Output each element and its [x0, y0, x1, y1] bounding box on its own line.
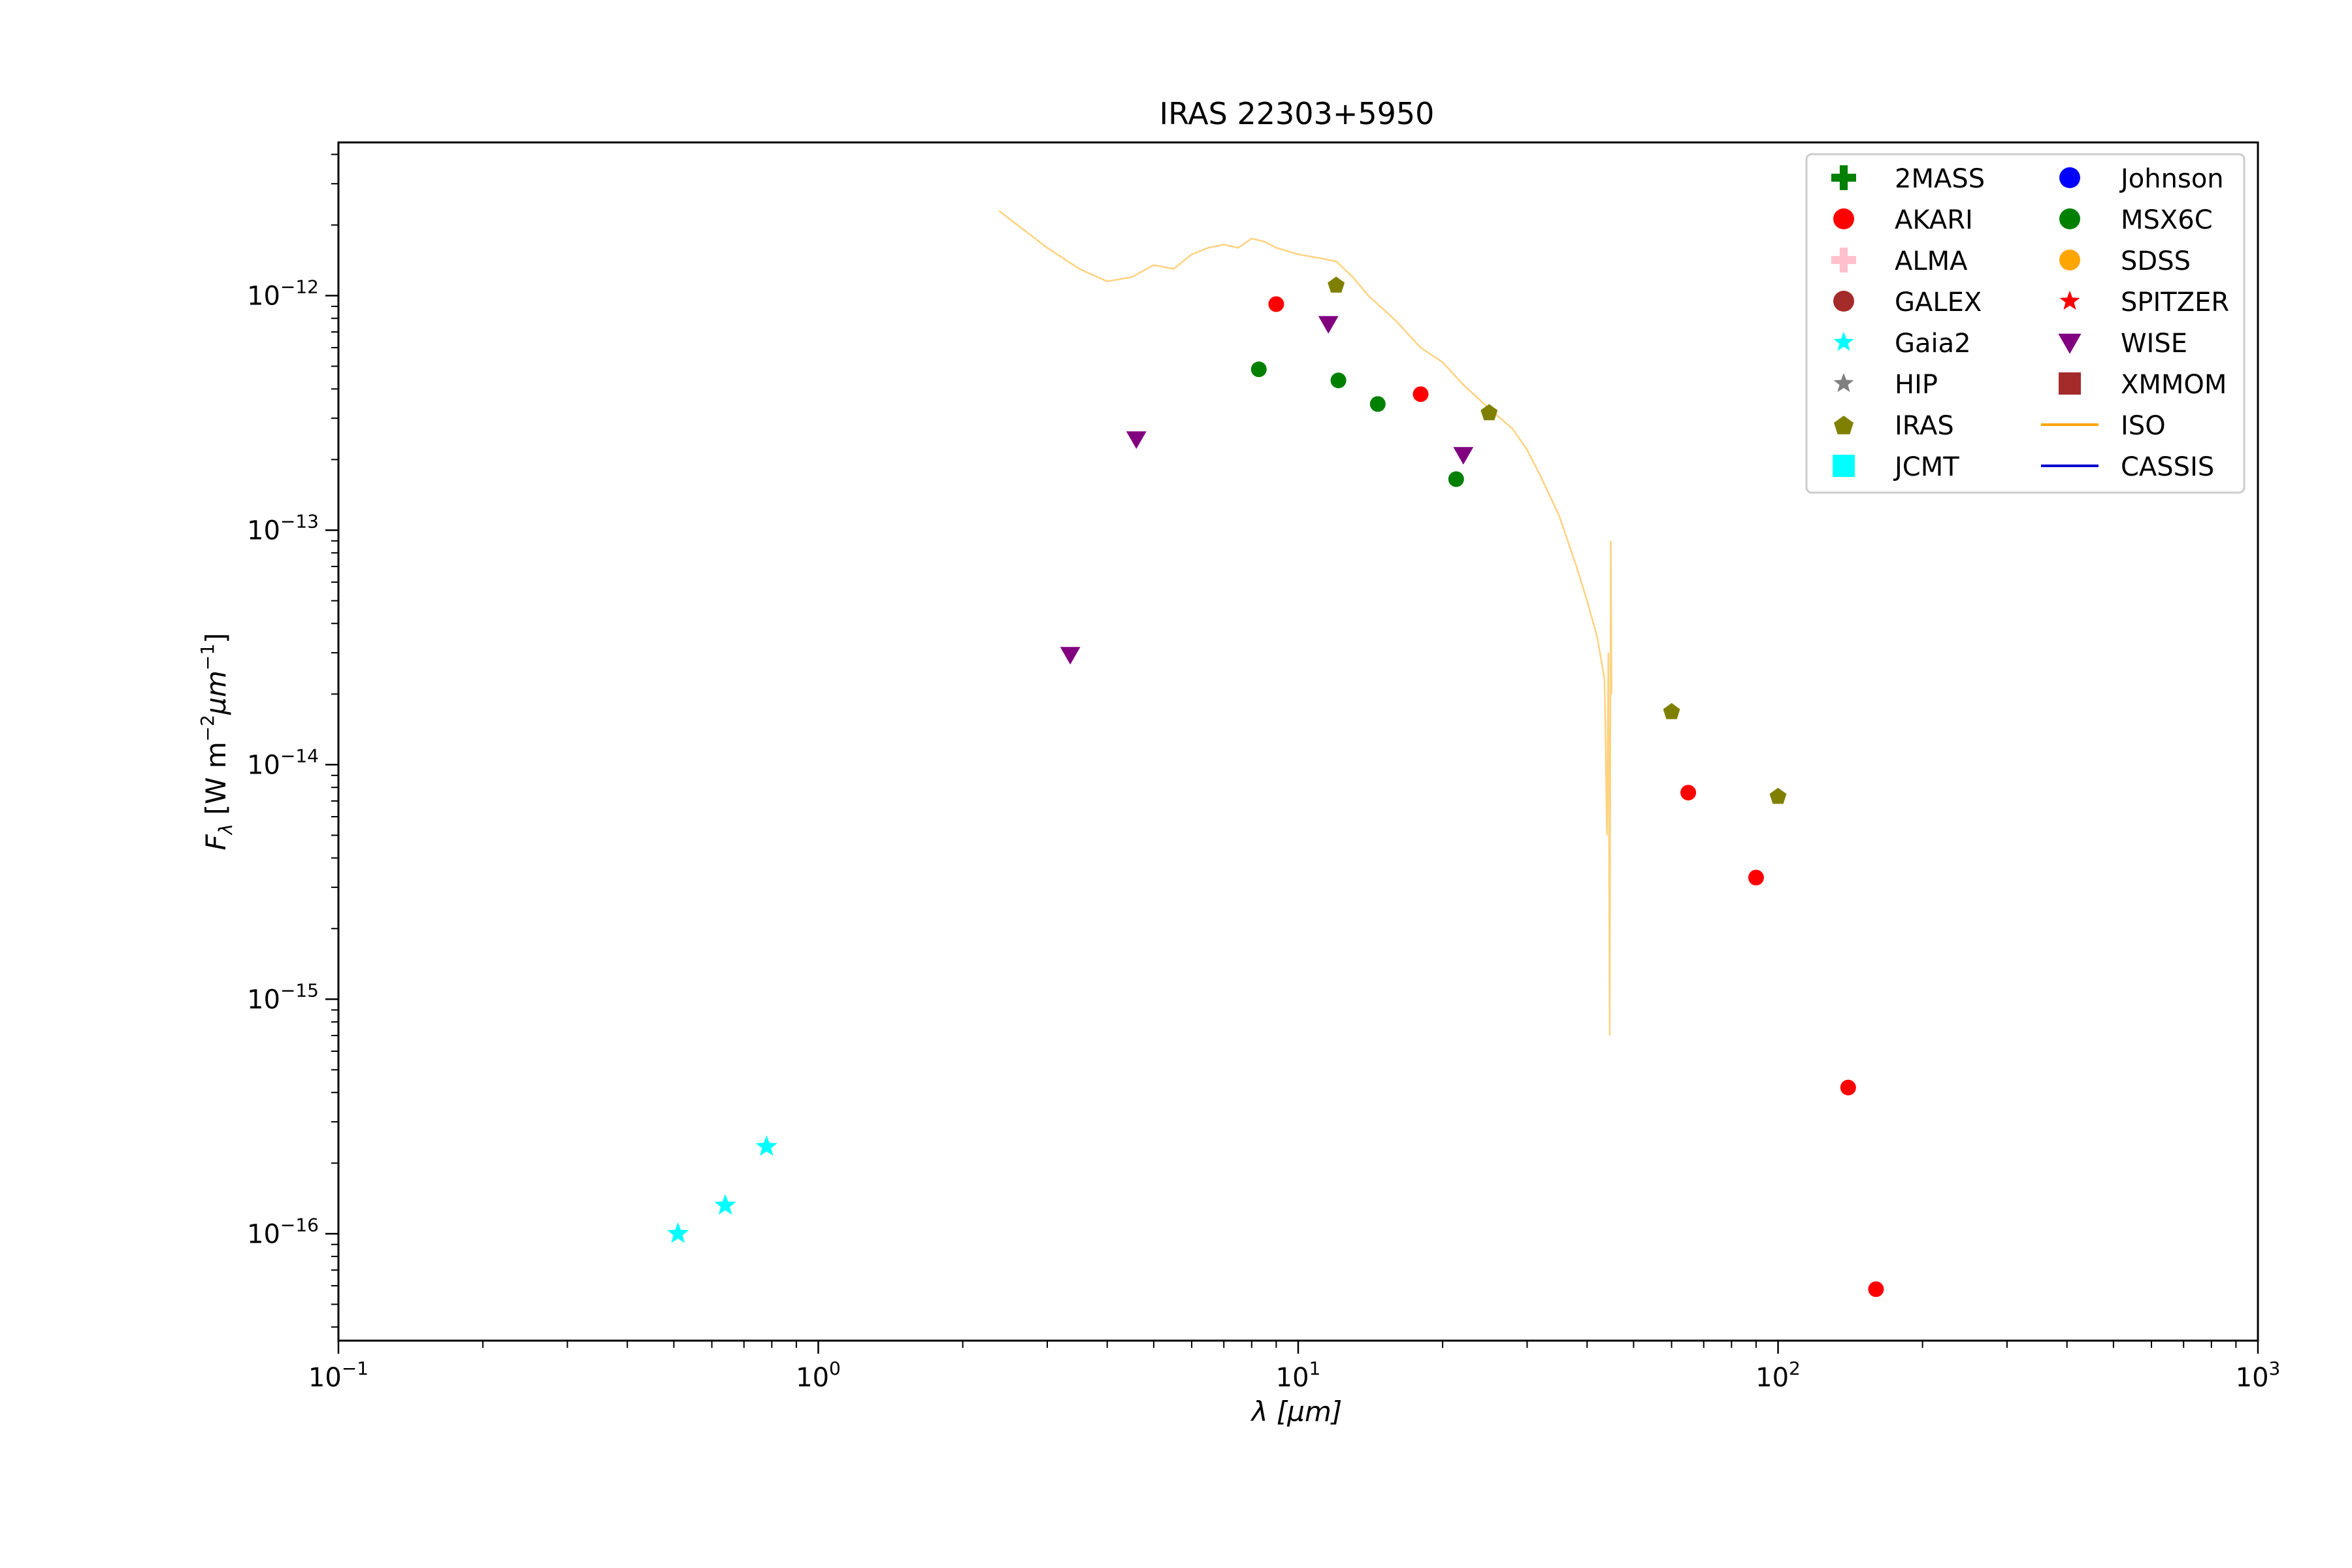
- data-point-wise: [1453, 447, 1474, 465]
- data-point-akari: [1868, 1281, 1884, 1298]
- data-point-gaia2: [714, 1194, 736, 1215]
- data-point-msx6c: [1369, 396, 1386, 412]
- x-tick-label: 10−1: [308, 1358, 368, 1393]
- x-axis: 10−1 100 101 102 103: [308, 1341, 2280, 1393]
- data-point-akari: [1748, 870, 1764, 886]
- legend-marker-johnson: [2059, 167, 2080, 188]
- legend-box: [1805, 153, 2246, 494]
- y-axis: 10−16 10−15 10−14 10−13 10−12: [247, 154, 338, 1328]
- x-tick-label: 103: [2236, 1358, 2281, 1393]
- legend-label-jcmt: JCMT: [1893, 452, 1959, 482]
- x-tick-label: 100: [796, 1358, 841, 1393]
- y-tick-label: 10−15: [247, 979, 319, 1015]
- y-tick-label: 10−16: [247, 1214, 319, 1249]
- legend-label-xmmom: XMMOM: [2121, 370, 2227, 400]
- legend: 2MASS AKARI ALMA GALEX Gaia2 HIP IRAS JCMT Johns…: [1805, 153, 2246, 494]
- y-tick-label: 10−13: [247, 510, 319, 546]
- data-point-wise: [1126, 431, 1147, 449]
- data-point-akari: [1840, 1079, 1856, 1096]
- legend-label-alma: ALMA: [1895, 246, 1968, 276]
- legend-label-spitzer: SPITZER: [2121, 287, 2229, 318]
- y-axis-label: Fλ [W m−2μm−1]: [197, 633, 237, 851]
- data-point-gaia2: [667, 1222, 689, 1243]
- legend-marker-galex: [1833, 291, 1854, 312]
- legend-label-wise: WISE: [2121, 329, 2187, 359]
- legend-marker-hip: [1833, 372, 1854, 393]
- photometry-points: [667, 276, 1884, 1298]
- data-point-akari: [1268, 296, 1284, 312]
- data-point-iras: [1328, 276, 1345, 293]
- legend-marker-gaia2: [1833, 331, 1854, 351]
- legend-label-gaia2: Gaia2: [1895, 329, 1971, 359]
- data-point-iras: [1769, 787, 1787, 804]
- data-point-wise: [1060, 647, 1081, 665]
- legend-label-johnson: Johnson: [2119, 164, 2224, 194]
- data-point-akari: [1413, 386, 1429, 402]
- data-point-msx6c: [1448, 471, 1464, 487]
- legend-label-iso: ISO: [2121, 411, 2166, 441]
- data-point-gaia2: [755, 1135, 777, 1156]
- legend-label-sdss: SDSS: [2121, 246, 2191, 276]
- x-axis-label: λ [μm]: [1250, 1396, 1343, 1428]
- data-point-wise: [1318, 316, 1339, 334]
- legend-marker-jcmt: [1833, 455, 1855, 477]
- legend-label-akari: AKARI: [1895, 205, 1973, 235]
- legend-marker-spitzer: [2059, 290, 2080, 310]
- legend-marker-sdss: [2059, 250, 2080, 270]
- data-point-iras: [1480, 404, 1498, 421]
- legend-label-cassis: CASSIS: [2121, 452, 2214, 482]
- legend-marker-iras: [1834, 416, 1854, 434]
- x-tick-label: 101: [1276, 1358, 1321, 1393]
- legend-marker-alma: [1831, 248, 1856, 272]
- x-tick-label: 102: [1756, 1358, 1801, 1393]
- legend-marker-2mass: [1831, 165, 1856, 190]
- data-point-iras: [1663, 703, 1680, 719]
- legend-marker-xmmom: [2059, 372, 2081, 395]
- legend-marker-wise: [2058, 333, 2082, 354]
- legend-label-hip: HIP: [1895, 370, 1938, 400]
- legend-marker-akari: [1833, 208, 1854, 229]
- data-point-msx6c: [1250, 361, 1267, 378]
- legend-label-msx6c: MSX6C: [2121, 205, 2213, 235]
- spectra-layer: [998, 210, 1613, 1036]
- y-tick-label: 10−12: [247, 276, 319, 311]
- data-point-msx6c: [1330, 372, 1347, 389]
- legend-label-iras: IRAS: [1895, 411, 1954, 441]
- spectrum-iso: [998, 210, 1613, 1036]
- legend-label-galex: GALEX: [1895, 287, 1982, 318]
- y-tick-label: 10−14: [247, 745, 319, 780]
- legend-marker-msx6c: [2059, 208, 2080, 229]
- chart-title: IRAS 22303+5950: [1160, 96, 1435, 131]
- legend-label-2mass: 2MASS: [1895, 164, 1985, 194]
- data-point-akari: [1680, 785, 1697, 801]
